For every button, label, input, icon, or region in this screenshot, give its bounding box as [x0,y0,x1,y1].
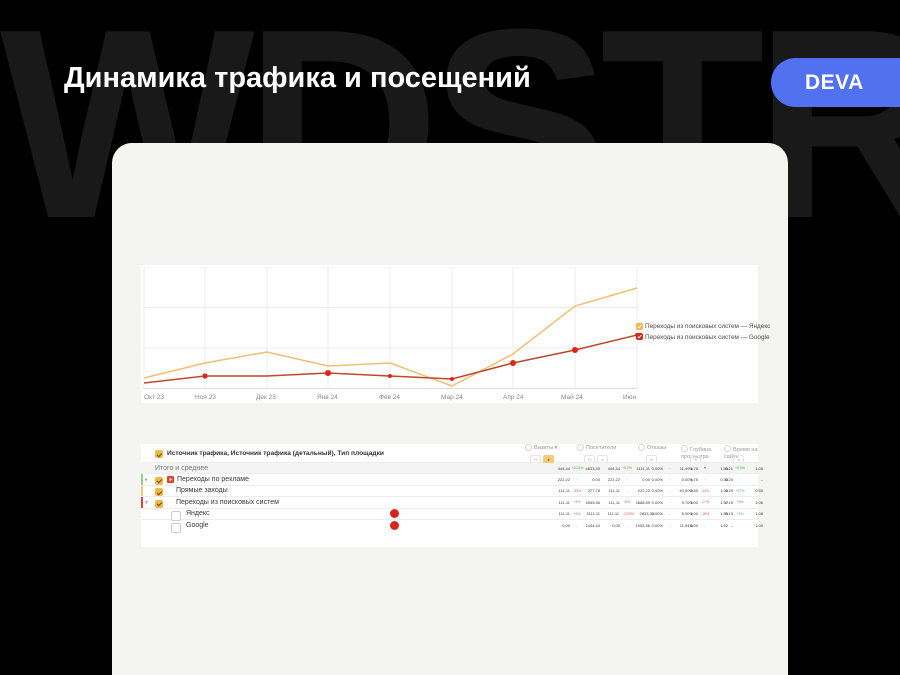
svg-text:Мар 24: Мар 24 [441,394,463,401]
svg-text:Янв 24: Янв 24 [317,394,338,401]
svg-text:Апр 24: Апр 24 [503,394,524,401]
svg-text:Июн 24: Июн 24 [623,394,638,401]
svg-text:Май 24: Май 24 [561,393,583,401]
svg-text:Ноя 23: Ноя 23 [195,394,216,401]
svg-text:Фев 24: Фев 24 [379,394,400,401]
svg-text:Дек 23: Дек 23 [256,394,276,401]
svg-text:Окт 23: Окт 23 [144,394,164,401]
